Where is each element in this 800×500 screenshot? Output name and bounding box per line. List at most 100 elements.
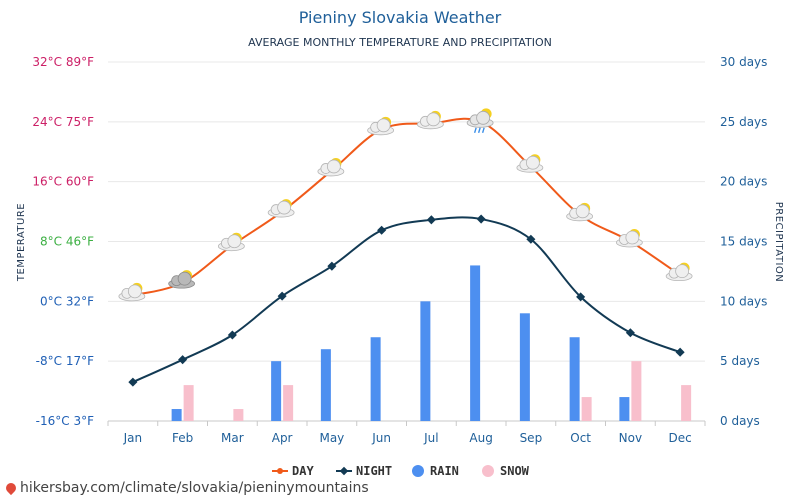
legend-label: RAIN [430,464,459,478]
legend-marker [339,466,349,476]
cloud-part [127,284,142,299]
rain-bar [320,349,331,421]
temperature-lines [128,117,685,387]
precipitation-bars [171,265,692,421]
gridlines [108,61,705,422]
rain-bar [619,397,630,421]
partly-cloudy-icon [317,157,345,177]
cloud-part [575,204,590,219]
day-line [132,117,681,297]
y2-tick-label: 5 days [720,354,760,368]
y2-tick-label: 25 days [720,115,767,129]
partly-cloudy-icon [516,154,544,173]
night-point [476,214,486,224]
legend-item-night: NIGHT [336,464,392,478]
night-point [426,215,436,225]
rain-bar [569,337,580,421]
raindrop [473,127,477,134]
x-tick-label: Sep [520,431,543,445]
partly-cloudy-icon [665,262,693,282]
x-tick-label: Jan [123,431,143,445]
rain-bar [171,409,182,421]
raindrop [477,127,481,134]
rain-bar [370,337,381,421]
y-axis-right: 0 days 5 days 10 days 15 days 20 days 25 days… [720,55,767,428]
legend-item-snow: SNOW [482,464,530,478]
source-link[interactable]: hikersbay.com/climate/slovakia/pieninymo… [3,480,369,496]
snow-bar [283,385,294,421]
legend-swatch [482,465,494,477]
legend-item-rain: RAIN [412,464,459,478]
y2-tick-label: 30 days [720,55,767,69]
x-tick-label: Oct [570,431,591,445]
x-tick-label: Dec [669,431,692,445]
chart-subtitle: AVERAGE MONTHLY TEMPERATURE AND PRECIPIT… [248,36,552,49]
x-tick-label: Nov [619,431,642,445]
legend-item-day: DAY [272,464,314,478]
cloud-part [326,159,341,174]
cloud-part [476,110,491,125]
cloudy-icon [168,270,196,289]
cloud-part [177,271,192,286]
y2-tick-label: 20 days [720,175,767,189]
cloud-part [625,230,640,245]
y-tick-label: 0°C 32°F [40,294,94,308]
source-url: hikersbay.com/climate/slovakia/pieninymo… [20,480,369,496]
night-point [576,292,586,302]
y-axis-title: TEMPERATURE [16,203,27,282]
partly-cloudy-icon [267,199,295,218]
x-tick-label: Apr [272,431,293,445]
cloud-part [426,112,441,127]
night-point [178,355,188,365]
rain-icon [466,108,494,134]
rain-bar [470,265,481,421]
y2-tick-label: 0 days [720,414,760,428]
partly-cloudy-icon [566,202,594,222]
snow-bar [631,361,642,421]
x-tick-label: Aug [469,431,492,445]
legend-label: NIGHT [356,464,392,478]
night-point [625,328,635,338]
y2-axis-title: PRECIPITATION [773,202,784,283]
rain-bar [271,361,282,421]
night-point [675,347,685,357]
y-tick-label: 32°C 89°F [32,55,94,69]
partly-cloudy-icon [118,282,146,302]
legend-marker [277,468,283,474]
night-point [128,377,138,387]
x-tick-label: May [319,431,344,445]
chart-title: Pieniny Slovakia Weather [299,8,502,27]
y-tick-label: 16°C 60°F [32,175,94,189]
cloud-part [525,155,540,170]
y-tick-label: 8°C 46°F [40,235,94,249]
partly-cloudy-icon [217,232,245,252]
y-tick-label: -16°C 3°F [36,414,94,428]
x-tick-label: Feb [172,431,193,445]
night-point [377,225,387,235]
x-axis: Jan Feb Mar Apr May Jun Jul Aug Sep Oct Nov Dec [107,421,706,445]
legend: DAY NIGHT RAIN SNOW [272,464,530,478]
rain-bar [420,301,431,421]
rain-bar [519,313,530,421]
y2-tick-label: 15 days [720,235,767,249]
cloud-part [376,118,391,133]
partly-cloudy-icon [416,110,444,130]
y-axis-left: -16°C 3°F -8°C 17°F 0°C 32°F 8°C 46°F 16°C 6… [32,55,94,428]
y-tick-label: 24°C 75°F [32,115,94,129]
snow-bar [681,385,692,421]
legend-label: SNOW [500,464,530,478]
snow-bar [581,397,592,421]
cloud-part [227,234,242,249]
cloud-part [277,200,292,215]
x-tick-label: Mar [221,431,244,445]
partly-cloudy-icon [367,116,395,136]
x-tick-label: Jun [371,431,391,445]
raindrop [481,127,485,134]
y-tick-label: -8°C 17°F [36,354,94,368]
y2-tick-label: 10 days [720,294,767,308]
night-line [132,216,681,384]
legend-label: DAY [292,464,314,478]
weather-icons [118,108,693,302]
x-tick-label: Jul [423,431,438,445]
